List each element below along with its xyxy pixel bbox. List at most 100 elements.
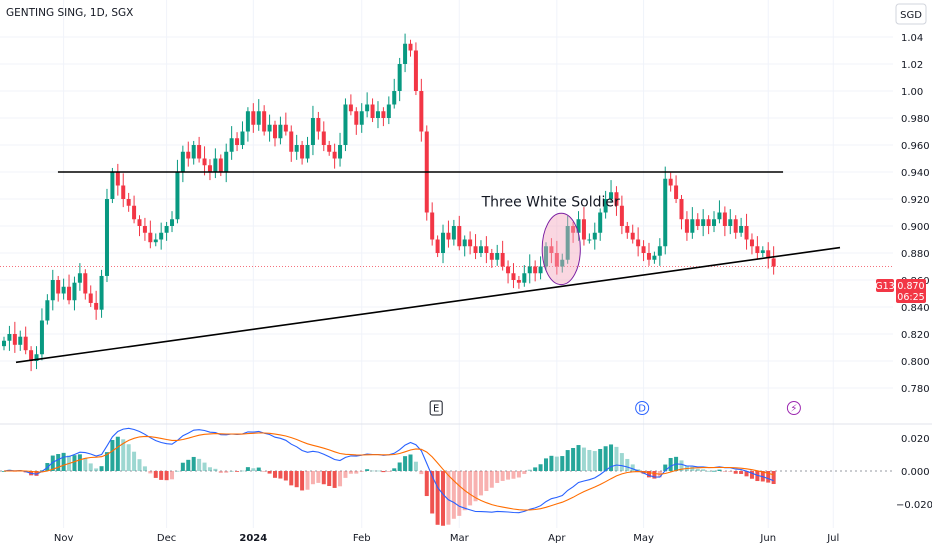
macd-histogram-bar	[478, 471, 483, 496]
candle-body	[289, 131, 294, 152]
candle-body	[392, 91, 397, 105]
three-white-soldiers-highlight[interactable]	[541, 212, 581, 286]
macd-histogram-bar	[2, 471, 6, 472]
candle-body	[408, 43, 413, 51]
macd-histogram-bar	[408, 454, 413, 471]
candle-body	[690, 219, 695, 233]
event-split-icon[interactable]: ⚡	[786, 401, 801, 415]
macd-histogram-bar	[619, 453, 624, 471]
candle-body	[657, 246, 662, 256]
price-axis: 1.04 1.02 1.00 0.980 0.960 0.940 0.920 0.900 0.8…	[901, 33, 930, 395]
symbol-badge: G13	[875, 281, 894, 292]
candle-body	[527, 266, 532, 274]
macd-histogram-bar	[451, 471, 456, 519]
macd-histogram-bar	[766, 471, 771, 483]
macd-histogram-bar	[343, 471, 348, 478]
macd-histogram-bar	[180, 462, 185, 471]
time-tick-label: Jun	[759, 533, 776, 544]
candle-body	[50, 280, 55, 301]
macd-histogram-bar	[164, 471, 169, 481]
macd-histogram-bar	[94, 468, 99, 471]
candle-body	[549, 246, 554, 253]
macd-histogram-bar	[191, 456, 196, 471]
price-tick-label: 0.960	[901, 141, 930, 152]
macd-histogram-bar	[381, 471, 386, 473]
candle-body	[191, 145, 196, 159]
macd-histogram-bar	[207, 467, 212, 471]
macd-histogram-bar	[755, 471, 760, 482]
candle-body	[451, 226, 456, 240]
candle-body	[533, 266, 538, 274]
candle-body	[625, 226, 630, 233]
time-tick-label: Nov	[54, 533, 74, 544]
candle-body	[175, 172, 180, 220]
candle-body	[224, 151, 229, 172]
time-axis: Nov Dec 2024 Feb Mar Apr May Jun Jul	[54, 533, 839, 544]
macd-histogram-bar	[522, 471, 527, 474]
time-tick-label: Feb	[353, 533, 371, 544]
candle-body	[473, 246, 478, 253]
macd-histogram-bar	[500, 471, 505, 481]
candle-body	[728, 219, 733, 226]
event-dividend-icon[interactable]: D	[635, 401, 650, 415]
candle-body	[354, 111, 359, 125]
macd-histogram-bar	[576, 445, 581, 471]
chart-title: GENTING SING, 1D, SGX	[6, 7, 133, 19]
event-markers[interactable]: E D ⚡	[429, 400, 801, 416]
macd-histogram-bar	[338, 471, 343, 487]
candle-body	[522, 273, 527, 283]
candle-body	[598, 212, 603, 233]
candlestick-series	[2, 33, 776, 372]
candle-body	[72, 282, 77, 301]
macd-tick-label: 0.000	[901, 467, 930, 478]
macd-histogram-bar	[695, 468, 700, 471]
macd-histogram-bar	[446, 471, 451, 525]
candle-body	[115, 172, 120, 186]
candle-body	[609, 192, 614, 199]
candle-body	[663, 178, 668, 247]
candle-body	[88, 293, 93, 303]
candle-body	[137, 219, 142, 226]
candle-body	[760, 250, 765, 253]
currency-button[interactable]: SGD	[895, 3, 927, 25]
macd-histogram-bar	[365, 469, 370, 471]
macd-histogram-bar	[278, 471, 283, 479]
candle-body	[262, 111, 267, 132]
macd-histogram-bar	[468, 471, 473, 506]
macd-histogram-bar	[652, 471, 657, 479]
price-tick-label: 0.840	[901, 303, 930, 314]
macd-histogram-bar	[359, 471, 364, 472]
macd-histogram-bar	[348, 471, 353, 474]
candle-body	[142, 226, 147, 233]
macd-histogram-bar	[749, 471, 754, 479]
macd-histogram-bar	[712, 470, 717, 472]
candle-body	[240, 131, 245, 145]
candle-body	[7, 334, 12, 341]
macd-histogram-bar	[728, 471, 733, 472]
candle-body	[468, 239, 473, 247]
candle-body	[77, 273, 82, 283]
macd-histogram-bar	[397, 462, 402, 471]
macd-histogram-bar	[88, 463, 93, 471]
macd-histogram-bar	[560, 456, 565, 471]
candle-body	[560, 259, 565, 267]
candle-body	[592, 232, 597, 240]
candle-body	[126, 199, 131, 206]
macd-histogram-bar	[663, 464, 668, 471]
macd-histogram-bar	[771, 471, 776, 485]
candle-body	[511, 273, 516, 280]
macd-histogram-bar	[603, 446, 608, 471]
event-earnings-icon[interactable]: E	[429, 400, 443, 416]
macd-histogram-bar	[273, 471, 277, 478]
candle-body	[571, 226, 576, 233]
earnings-badge	[429, 400, 443, 416]
candle-body	[365, 104, 370, 112]
candle-body	[495, 253, 500, 260]
candle-body	[538, 266, 543, 274]
candle-body	[679, 199, 684, 220]
macd-histogram-bar	[262, 471, 267, 472]
macd-histogram-bar	[354, 471, 359, 474]
macd-histogram-bar	[739, 471, 744, 474]
highlight-ellipse	[541, 212, 581, 286]
macd-histogram-bar	[137, 459, 142, 471]
